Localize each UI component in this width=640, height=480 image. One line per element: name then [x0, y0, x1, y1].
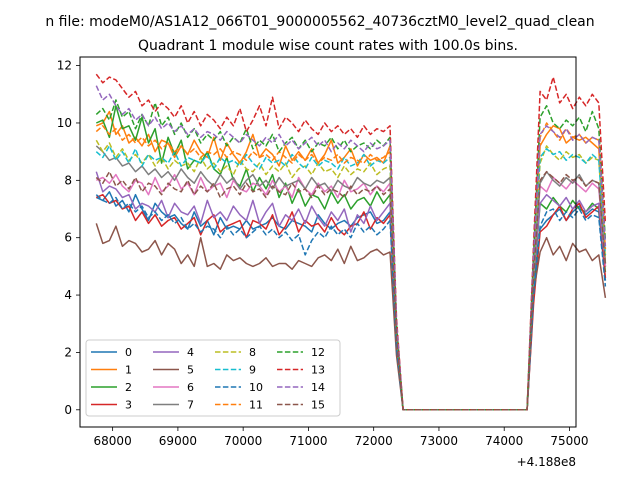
y-tick-label: 10: [57, 116, 72, 130]
x-tick-label: 73000: [420, 434, 458, 448]
legend-label-3: 3: [125, 399, 132, 412]
legend-label-10: 10: [249, 381, 263, 394]
y-axis: 0 2 4 6 8 10 12: [57, 59, 80, 417]
plot-lines: [95, 73, 607, 411]
y-tick-label: 8: [64, 173, 72, 187]
legend-box: [85, 339, 341, 417]
x-offset-label: +4.188e8: [517, 455, 576, 469]
legend-label-12: 12: [311, 346, 325, 359]
legend-label-2: 2: [125, 381, 132, 394]
legend-label-0: 0: [125, 346, 132, 359]
x-tick-label: 68000: [94, 434, 132, 448]
legend-label-7: 7: [187, 399, 194, 412]
legend-label-13: 13: [311, 364, 325, 377]
legend-label-1: 1: [125, 364, 132, 377]
x-tick-label: 70000: [224, 434, 262, 448]
y-tick-label: 12: [57, 59, 72, 73]
legend-label-8: 8: [249, 346, 256, 359]
series-line-12: [95, 99, 607, 411]
x-tick-label: 71000: [289, 434, 327, 448]
x-tick-label: 72000: [355, 434, 393, 448]
x-tick-label: 75000: [550, 434, 588, 448]
legend-label-5: 5: [187, 364, 194, 377]
y-tick-label: 6: [64, 231, 72, 245]
figure-suptitle: n file: modeM0/AS1A12_066T01_9000005562_…: [45, 14, 594, 30]
legend-label-4: 4: [187, 346, 194, 359]
legend-label-6: 6: [187, 381, 194, 394]
legend-label-9: 9: [249, 364, 256, 377]
series-line-15: [95, 170, 607, 411]
legend-label-14: 14: [311, 381, 325, 394]
y-tick-label: 4: [64, 288, 72, 302]
legend-label-11: 11: [249, 399, 263, 412]
plot-frame: [79, 56, 577, 428]
y-tick-label: 2: [64, 345, 72, 359]
x-tick-label: 69000: [159, 434, 197, 448]
x-axis: 68000 69000 70000 71000 72000 73000 74000 75000: [94, 427, 589, 448]
y-tick-label: 0: [64, 403, 72, 417]
legend-label-15: 15: [311, 399, 325, 412]
x-tick-label: 74000: [485, 434, 523, 448]
chart-title: Quadrant 1 module wise count rates with …: [138, 38, 518, 54]
